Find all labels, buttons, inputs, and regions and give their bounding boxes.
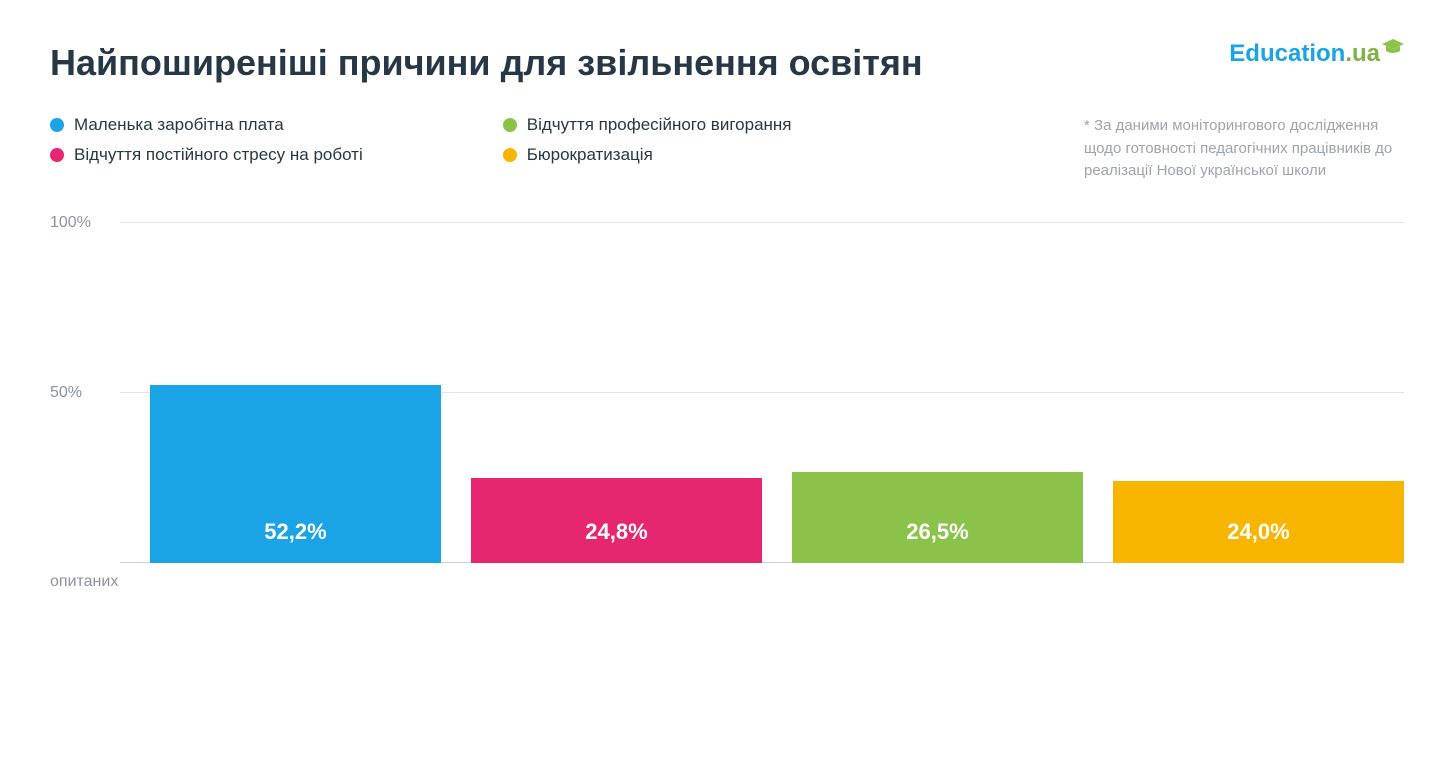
logo-text-edu: Education <box>1229 40 1345 68</box>
legend-item: Маленька заробітна плата <box>50 115 363 135</box>
graduation-cap-icon <box>1382 34 1404 62</box>
y-tick-label: 100% <box>50 214 91 232</box>
legend-label: Маленька заробітна плата <box>74 115 284 135</box>
chart-plot: 52,2%24,8%26,5%24,0% 100%50% <box>120 223 1404 563</box>
chart-area: 52,2%24,8%26,5%24,0% 100%50% опитаних <box>50 223 1404 591</box>
bar-value-label: 24,0% <box>1113 519 1404 545</box>
legend-item: Бюрократизація <box>503 145 792 165</box>
legend-columns: Маленька заробітна плата Відчуття постійн… <box>50 115 792 183</box>
bar-value-label: 24,8% <box>471 519 762 545</box>
legend-dot-icon <box>503 118 517 132</box>
legend-dot-icon <box>50 148 64 162</box>
bar-value-label: 52,2% <box>150 519 441 545</box>
footnote: * За даними моніторингового дослідження … <box>1084 115 1404 183</box>
legend-label: Бюрократизація <box>527 145 653 165</box>
bar-value-label: 26,5% <box>792 519 1083 545</box>
legend-col-2: Відчуття професійного вигорання Бюрократи… <box>503 115 792 183</box>
bar: 24,8% <box>471 478 762 562</box>
bar: 52,2% <box>150 385 441 562</box>
logo: Education.ua <box>1229 40 1404 68</box>
bar: 26,5% <box>792 472 1083 562</box>
legend-row: Маленька заробітна плата Відчуття постійн… <box>50 115 1404 183</box>
x-axis-label: опитаних <box>50 573 1404 591</box>
header: Найпоширеніші причини для звільнення осв… <box>50 40 1404 85</box>
legend-dot-icon <box>503 148 517 162</box>
legend-label: Відчуття професійного вигорання <box>527 115 792 135</box>
bar: 24,0% <box>1113 481 1404 563</box>
legend-label: Відчуття постійного стресу на роботі <box>74 145 363 165</box>
bars-container: 52,2% 24,8% 26,5% 24,0% <box>150 223 1404 563</box>
legend-col-1: Маленька заробітна плата Відчуття постійн… <box>50 115 363 183</box>
y-tick-label: 50% <box>50 384 82 402</box>
logo-text-ua: .ua <box>1345 40 1380 68</box>
legend-dot-icon <box>50 118 64 132</box>
chart-title: Найпоширеніші причини для звільнення осв… <box>50 40 923 85</box>
legend-item: Відчуття постійного стресу на роботі <box>50 145 363 165</box>
legend-item: Відчуття професійного вигорання <box>503 115 792 135</box>
